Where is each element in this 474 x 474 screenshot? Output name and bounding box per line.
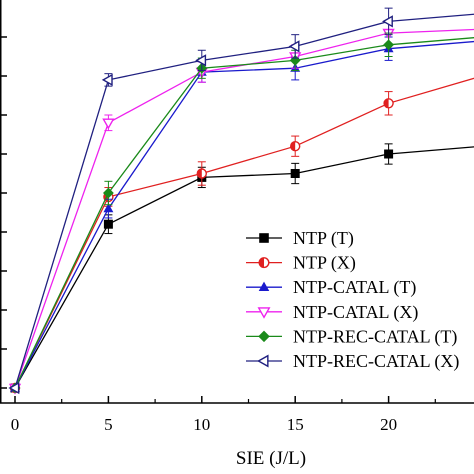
legend-label: NTP-REC-CATAL (T) [293, 326, 457, 347]
x-tick-label: 0 [11, 415, 20, 434]
data-point [103, 187, 114, 199]
series-line [14, 37, 474, 389]
legend: NTP (T) NTP (X) NTP-CATAL (T) NTP-CATAL (X)… [246, 228, 459, 372]
series-layer [8, 7, 474, 395]
series-line [14, 77, 474, 389]
x-tick-label: 10 [193, 415, 210, 434]
series-line [14, 13, 474, 389]
legend-item: NTP-REC-CATAL (T) [246, 326, 457, 347]
legend-label: NTP-REC-CATAL (X) [293, 351, 459, 372]
data-point [383, 98, 394, 109]
legend-label: NTP (X) [293, 253, 356, 274]
x-tick-label: 5 [104, 415, 113, 434]
legend-marker [258, 281, 270, 292]
data-point [288, 40, 300, 53]
series-line [14, 40, 474, 389]
legend-label: NTP (T) [293, 228, 354, 249]
data-point [384, 149, 394, 159]
legend-item: NTP-CATAL (T) [246, 277, 416, 298]
data-point [102, 118, 115, 130]
data-point [103, 203, 114, 213]
legend-item: NTP-CATAL (X) [246, 302, 418, 323]
legend-marker [258, 257, 270, 269]
series-line [14, 146, 474, 389]
legend-item: NTP (T) [246, 228, 354, 249]
legend-item: NTP-REC-CATAL (X) [246, 351, 459, 372]
legend-marker [259, 233, 269, 243]
data-point [290, 169, 300, 178]
data-point [196, 168, 208, 179]
data-point [383, 39, 394, 51]
legend-label: NTP-CATAL (X) [293, 302, 418, 323]
legend-item: NTP (X) [246, 253, 356, 274]
axes: 0 5 10 15 20 [0, 0, 474, 434]
data-point [103, 219, 113, 229]
data-point [382, 15, 393, 28]
legend-marker [257, 354, 269, 368]
data-point [8, 381, 20, 395]
x-tick-label: 15 [287, 415, 304, 434]
series-6 [8, 7, 474, 395]
x-axis-title: SIE (J/L) [236, 448, 306, 469]
data-point [195, 54, 207, 67]
legend-marker [257, 307, 271, 319]
legend-marker [258, 330, 270, 343]
data-point [290, 140, 301, 152]
x-tick-label: 20 [380, 415, 397, 434]
legend-label: NTP-CATAL (T) [293, 277, 416, 298]
data-point [101, 73, 113, 87]
